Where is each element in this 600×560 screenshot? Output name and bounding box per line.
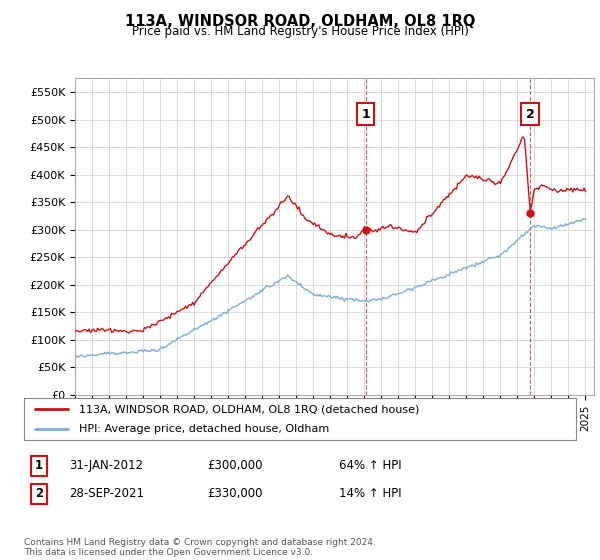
Text: £300,000: £300,000	[207, 459, 263, 473]
Text: HPI: Average price, detached house, Oldham: HPI: Average price, detached house, Oldh…	[79, 424, 329, 434]
Text: 28-SEP-2021: 28-SEP-2021	[69, 487, 144, 501]
Text: Price paid vs. HM Land Registry's House Price Index (HPI): Price paid vs. HM Land Registry's House …	[131, 25, 469, 38]
Text: Contains HM Land Registry data © Crown copyright and database right 2024.
This d: Contains HM Land Registry data © Crown c…	[24, 538, 376, 557]
Text: 64% ↑ HPI: 64% ↑ HPI	[339, 459, 401, 473]
Text: 14% ↑ HPI: 14% ↑ HPI	[339, 487, 401, 501]
Text: 113A, WINDSOR ROAD, OLDHAM, OL8 1RQ: 113A, WINDSOR ROAD, OLDHAM, OL8 1RQ	[125, 14, 475, 29]
Text: 31-JAN-2012: 31-JAN-2012	[69, 459, 143, 473]
Text: 2: 2	[35, 487, 43, 501]
Text: 1: 1	[35, 459, 43, 473]
Text: 113A, WINDSOR ROAD, OLDHAM, OL8 1RQ (detached house): 113A, WINDSOR ROAD, OLDHAM, OL8 1RQ (det…	[79, 404, 419, 414]
Text: 2: 2	[526, 108, 535, 120]
Text: £330,000: £330,000	[207, 487, 263, 501]
Text: 1: 1	[361, 108, 370, 120]
